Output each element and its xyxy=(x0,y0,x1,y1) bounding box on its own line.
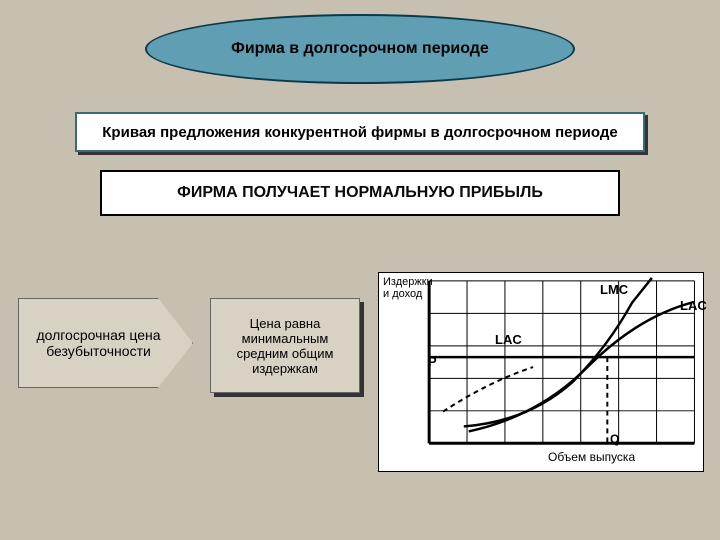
title-text: Фирма в долгосрочном периоде xyxy=(231,40,489,58)
chart-svg xyxy=(379,273,703,471)
price-box: Цена равна минимальным средним общим изд… xyxy=(210,298,360,393)
chart-lac-label: LAC xyxy=(680,298,707,313)
subtitle-box: Кривая предложения конкурентной фирмы в … xyxy=(75,112,645,152)
profit-text: ФИРМА ПОЛУЧАЕТ НОРМАЛЬНУЮ ПРИБЫЛЬ xyxy=(177,184,543,202)
chart-p-label: P xyxy=(428,354,437,369)
arrow-callout: долгосрочная цена безубыточности xyxy=(18,298,193,388)
chart-ylabel: Издержки и доход xyxy=(383,276,425,300)
chart-lac-label-2: LAC xyxy=(495,332,522,347)
chart-xlabel: Объем выпуска xyxy=(548,450,635,464)
cost-chart xyxy=(378,272,704,472)
price-text: Цена равна минимальным средним общим изд… xyxy=(217,316,353,376)
chart-lmc-label: LMC xyxy=(600,282,628,297)
title-ellipse: Фирма в долгосрочном периоде xyxy=(145,14,575,84)
subtitle-text: Кривая предложения конкурентной фирмы в … xyxy=(102,124,617,141)
chart-q-label: Q xyxy=(610,432,619,446)
profit-box: ФИРМА ПОЛУЧАЕТ НОРМАЛЬНУЮ ПРИБЫЛЬ xyxy=(100,170,620,216)
arrow-text: долгосрочная цена безубыточности xyxy=(25,327,172,359)
